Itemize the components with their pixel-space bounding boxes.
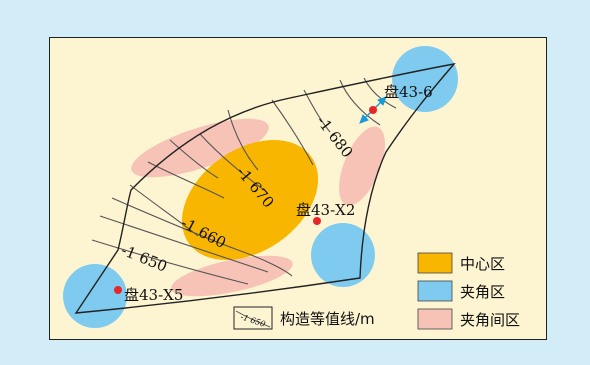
contour-line [199, 133, 265, 191]
legend-swatch-corner [417, 280, 453, 302]
contour-line [169, 139, 219, 179]
legend-zones: 中心区 夹角区 夹角间区 [417, 252, 520, 330]
well-marker-6 [369, 106, 377, 114]
contour-line [99, 215, 269, 273]
contour-label-1650: -1 650 [119, 241, 170, 276]
contour-lines [91, 77, 397, 285]
legend-label-center: 中心区 [460, 255, 505, 273]
contour-label-1680: -1 680 [313, 112, 357, 161]
legend-swatch-center [417, 252, 453, 274]
between-zone-top [131, 118, 269, 178]
legend-contour-label: 构造等值线/m [280, 310, 375, 328]
contour-line [91, 239, 249, 285]
legend-label-corner: 夹角区 [460, 283, 505, 301]
contour-line [129, 184, 199, 237]
legend-swatch-between [417, 308, 453, 330]
well-marker-x5 [114, 286, 122, 294]
contour-line [111, 197, 293, 277]
area-boundary [74, 62, 456, 314]
contour-line [303, 89, 331, 133]
corner-zone-se [311, 223, 375, 287]
legend-contour-item: -1 650 构造等值线/m [233, 306, 375, 330]
between-zone-bottom [171, 255, 293, 297]
legend-contour-line [235, 310, 271, 328]
contour-line [271, 99, 314, 166]
well-marker-x2 [313, 217, 321, 225]
contour-line [339, 79, 381, 126]
between-zone-right [339, 126, 385, 206]
corner-zone-sw [63, 264, 127, 328]
well-label-6: 盘43-6 [384, 83, 433, 101]
contour-line [363, 77, 397, 109]
center-zone [181, 140, 319, 260]
legend-label-between: 夹角间区 [460, 311, 520, 329]
corner-zone-ne [392, 46, 458, 112]
well-label-x2: 盘43-X2 [296, 201, 355, 219]
well-label-x5: 盘43-X5 [124, 286, 183, 304]
